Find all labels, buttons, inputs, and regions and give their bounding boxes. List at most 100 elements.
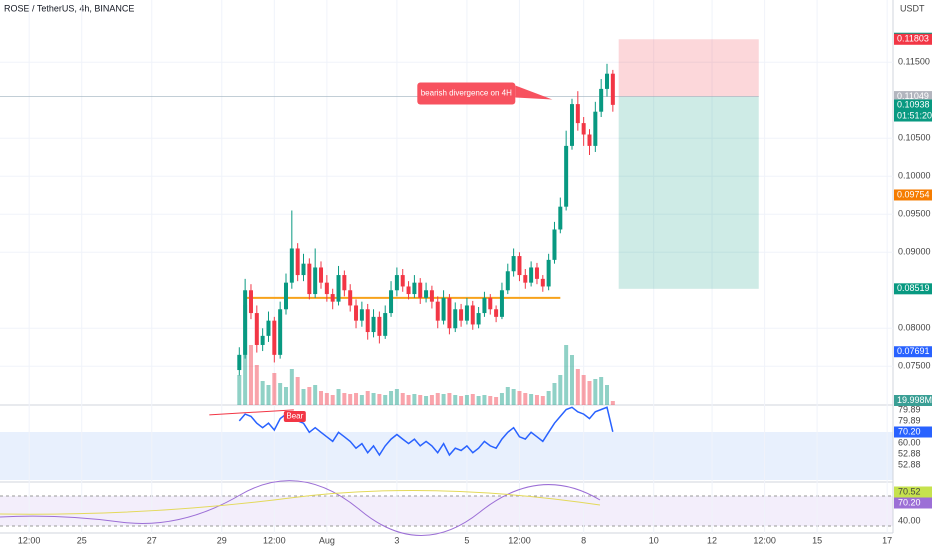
price-tag	[894, 283, 932, 295]
currency: USDT	[900, 3, 925, 13]
price-tag	[894, 91, 932, 103]
price-tag-label: 0.09754	[897, 189, 930, 199]
candle-body	[406, 286, 411, 295]
rsi-band	[0, 432, 893, 480]
candle-body	[283, 282, 288, 310]
volume-bar	[488, 396, 493, 405]
rsi-tag-label: 79.89	[898, 404, 921, 414]
candle-body	[476, 313, 481, 325]
x-tick-label: 5	[464, 535, 469, 545]
price-tag-label: 0.10938	[897, 99, 930, 109]
x-tick-label: 12:00	[753, 535, 776, 545]
volume-bar	[260, 381, 265, 405]
volume-bar	[248, 345, 253, 405]
volume-bar	[529, 394, 534, 405]
candle-body	[324, 282, 329, 295]
volume-bar	[587, 381, 592, 405]
x-tick-label: 3	[394, 535, 399, 545]
indicator2-band	[0, 496, 893, 526]
candle-body	[470, 305, 475, 325]
volume-bar	[564, 345, 569, 405]
x-tick-label: 27	[147, 535, 157, 545]
volume-bar	[499, 393, 504, 405]
candle-body	[424, 290, 429, 298]
volume-tag-label: 19.998M	[897, 395, 932, 405]
countdown-tag	[894, 110, 932, 122]
candle-body	[581, 123, 586, 135]
volume-bar	[482, 395, 487, 405]
volume-bar	[348, 394, 353, 405]
volume-bar	[575, 369, 580, 405]
candle-body	[529, 267, 534, 283]
indicator2-tag-label: 70.52	[898, 486, 921, 496]
title: ROSE / TetherUS, 4h, BINANCE	[4, 3, 134, 13]
candle-body	[505, 271, 510, 291]
volume-bar	[534, 395, 539, 405]
volume-bar	[581, 375, 586, 405]
indicator2-line	[0, 480, 601, 536]
volume-bar	[605, 385, 610, 405]
volume-bar	[546, 391, 551, 405]
volume-bar	[610, 401, 615, 405]
candle-body	[610, 73, 615, 105]
candle-body	[394, 275, 399, 291]
volume-bar	[569, 355, 574, 405]
candle-body	[354, 305, 359, 321]
candle-body	[254, 313, 259, 345]
countdown: 01:51:20	[897, 110, 932, 120]
annotation-box	[417, 82, 516, 105]
candle-body	[517, 256, 522, 276]
volume-bar	[266, 385, 271, 405]
volume-bar	[254, 365, 259, 405]
volume-bar	[424, 396, 429, 405]
price-tag-label: 0.11049	[897, 91, 929, 101]
volume-bar	[511, 389, 516, 405]
price-tag	[894, 346, 932, 358]
volume-tag	[894, 395, 932, 406]
candle-body	[307, 263, 312, 295]
rsi-tag-label: 60.00	[898, 437, 921, 447]
volume-bar	[517, 391, 522, 405]
candle-body	[336, 275, 341, 302]
x-tick-label: 29	[217, 535, 227, 545]
candle-body	[459, 309, 464, 321]
volume-bar	[319, 391, 324, 405]
y-tick-label: 0.09000	[898, 247, 931, 257]
volume-bar	[324, 393, 329, 405]
volume-bar	[330, 395, 335, 405]
candle-body	[313, 267, 318, 295]
volume-bar	[599, 377, 604, 405]
candle-body	[435, 301, 440, 321]
y-tick-label: 0.08000	[898, 323, 931, 333]
x-tick-label: 12	[707, 535, 717, 545]
price-tag	[894, 33, 932, 45]
candle-body	[348, 290, 353, 306]
volume-bar	[289, 369, 294, 405]
volume-bar	[365, 391, 370, 405]
candle-body	[534, 267, 539, 279]
candle-body	[575, 104, 580, 124]
candle-body	[400, 275, 405, 287]
candle-body	[593, 111, 598, 146]
candle-body	[418, 282, 423, 298]
volume-bar	[301, 389, 306, 405]
annotation-text: bearish divergence on 4H	[421, 89, 512, 98]
candle-body	[260, 335, 265, 345]
x-tick-label: 17	[882, 535, 892, 545]
candle-body	[359, 309, 364, 321]
candle-body	[319, 267, 324, 283]
candle-body	[429, 290, 434, 302]
y-tick-label: 0.09500	[898, 209, 931, 219]
volume-bar	[394, 389, 399, 405]
candle-body	[278, 309, 283, 355]
indicator2-signal	[0, 489, 601, 515]
x-tick-label: Aug	[319, 535, 335, 545]
volume-bar	[441, 394, 446, 405]
x-tick-label: 15	[812, 535, 822, 545]
candle-body	[511, 256, 516, 272]
y-tick-label: 0.11500	[898, 57, 930, 67]
candle-body	[371, 316, 376, 333]
y-tick-label: 0.10500	[898, 133, 931, 143]
volume-bar	[464, 395, 469, 405]
x-tick-label: 12:00	[508, 535, 531, 545]
